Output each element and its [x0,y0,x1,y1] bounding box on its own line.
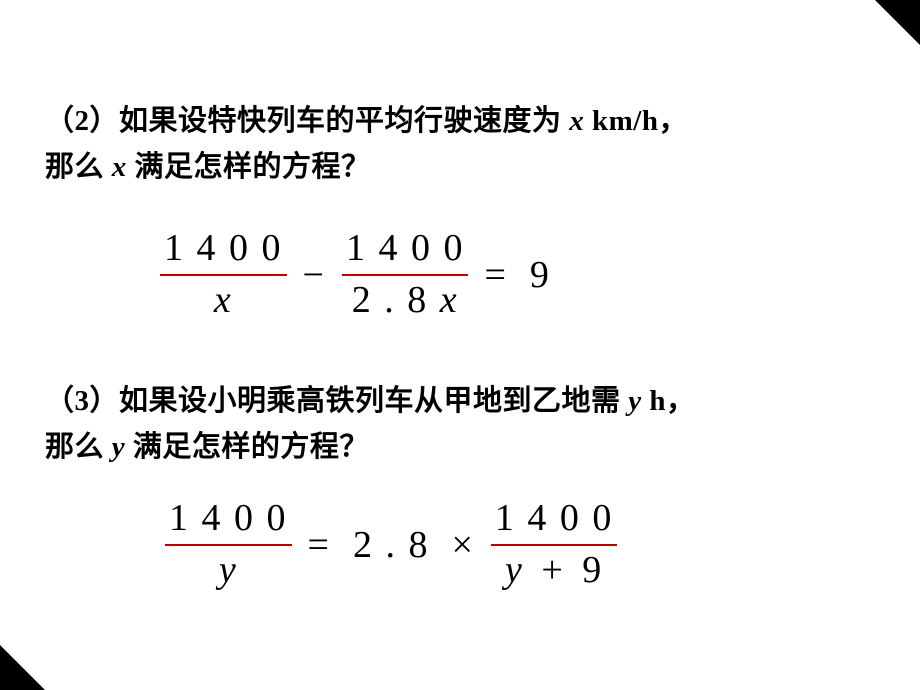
eq2-frac1: 1 4 0 0 y [165,495,292,595]
equation-2: 1 4 0 0 y = 2 . 8 × 1 4 0 0 y + 9 [165,495,617,595]
q2-line2-a: 那么 [45,151,112,183]
q2-var-x: x [569,105,584,137]
eq2-scalar: 2 . 8 [347,523,436,567]
q3-var-y: y [628,385,641,417]
q2-line1-prefix: （2）如果设特快列车的平均行驶速度为 [45,105,569,137]
question-2-text: （2）如果设特快列车的平均行驶速度为 x km/h， 那么 x 满足怎样的方程？ [45,98,875,191]
slide: （2）如果设特快列车的平均行驶速度为 x km/h， 那么 x 满足怎样的方程？… [0,0,920,690]
eq1-frac1: 1 4 0 0 x [160,225,287,325]
question-3-text: （3）如果设小明乘高铁列车从甲地到乙地需 y h， 那么 y 满足怎样的方程？ [45,378,875,471]
q3-comma: ， [666,385,696,417]
eq2-den2: y + 9 [501,547,607,595]
eq1-bar2 [342,274,469,277]
corner-decoration-bottom-left [0,645,45,690]
eq1-minus: − [297,253,332,297]
eq1-den1: x [210,277,237,325]
eq1-frac2: 1 4 0 0 2 . 8 x [342,225,469,325]
eq1-rhs: 9 [524,253,557,297]
corner-decoration-top-right [875,0,920,45]
q3-line1-prefix: （3）如果设小明乘高铁列车从甲地到乙地需 [45,385,628,417]
equation-1: 1 4 0 0 x − 1 4 0 0 2 . 8 x = 9 [160,225,557,325]
q3-unit: h [642,385,666,417]
q3-line2-b: 满足怎样的方程？ [125,431,369,463]
eq1-den2b: x [440,279,459,321]
eq1-num1: 1 4 0 0 [160,225,287,273]
eq2-mult: × [445,523,480,567]
eq2-den2a: y [505,549,524,591]
q3-line2-var: y [112,431,125,463]
eq1-num2: 1 4 0 0 [342,225,469,273]
eq1-bar1 [160,274,287,277]
eq2-den1: y [215,547,242,595]
eq2-num1: 1 4 0 0 [165,495,292,543]
eq2-frac2: 1 4 0 0 y + 9 [491,495,618,595]
eq2-bar1 [165,544,292,547]
eq1-den2: 2 . 8 x [348,277,463,325]
eq2-bar2 [491,544,618,547]
q2-line2-b: 满足怎样的方程？ [127,151,371,183]
q2-unit: km/h [584,105,658,137]
eq2-num2: 1 4 0 0 [491,495,618,543]
q2-line2-var: x [112,151,127,183]
eq2-den2b: 9 [582,549,603,591]
eq1-equals: = [478,253,513,297]
eq1-den2a: 2 . 8 [352,279,429,321]
q3-line2-a: 那么 [45,431,112,463]
eq2-den2-plus: + [535,549,570,591]
eq2-equals: = [302,523,337,567]
q2-comma: ， [659,105,689,137]
